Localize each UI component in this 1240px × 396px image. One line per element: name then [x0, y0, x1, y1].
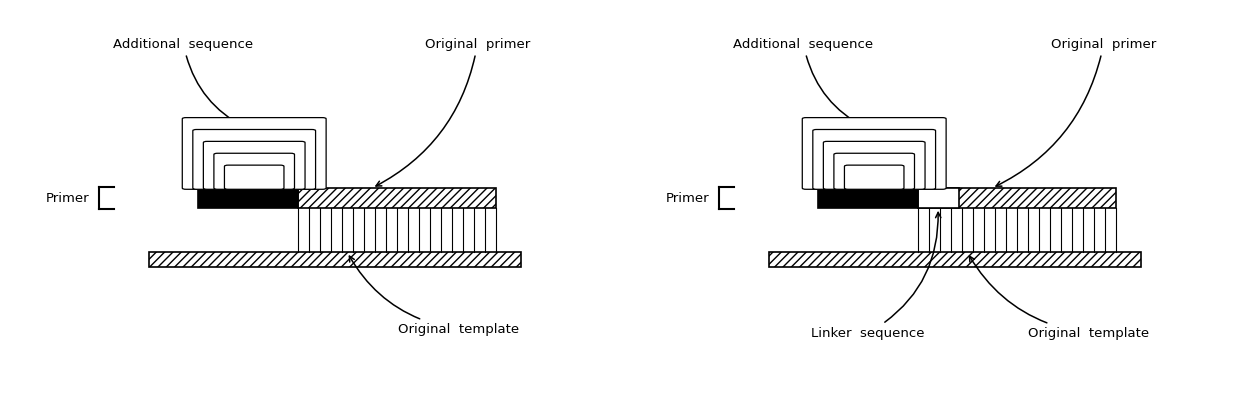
Bar	[198, 188, 298, 208]
FancyBboxPatch shape	[813, 129, 935, 189]
Text: Original  primer: Original primer	[376, 38, 529, 186]
FancyBboxPatch shape	[203, 141, 305, 189]
Bar	[818, 188, 918, 208]
FancyBboxPatch shape	[844, 165, 904, 189]
Text: Primer: Primer	[666, 192, 709, 204]
FancyBboxPatch shape	[224, 165, 284, 189]
Text: Original  primer: Original primer	[996, 38, 1156, 186]
Text: Linker  sequence: Linker sequence	[811, 212, 941, 340]
Text: Original  template: Original template	[350, 256, 520, 336]
FancyBboxPatch shape	[833, 153, 915, 189]
Bar	[918, 188, 1116, 208]
FancyBboxPatch shape	[215, 153, 295, 189]
FancyBboxPatch shape	[802, 118, 946, 189]
Text: Additional  sequence: Additional sequence	[113, 38, 254, 127]
Bar	[298, 188, 496, 208]
Bar	[918, 188, 959, 208]
Bar	[769, 252, 1141, 267]
Text: Primer: Primer	[46, 192, 89, 204]
FancyBboxPatch shape	[182, 118, 326, 189]
FancyBboxPatch shape	[193, 129, 316, 189]
FancyBboxPatch shape	[823, 141, 925, 189]
Bar	[149, 252, 521, 267]
Text: Original  template: Original template	[970, 256, 1149, 340]
Text: Additional  sequence: Additional sequence	[733, 38, 874, 127]
